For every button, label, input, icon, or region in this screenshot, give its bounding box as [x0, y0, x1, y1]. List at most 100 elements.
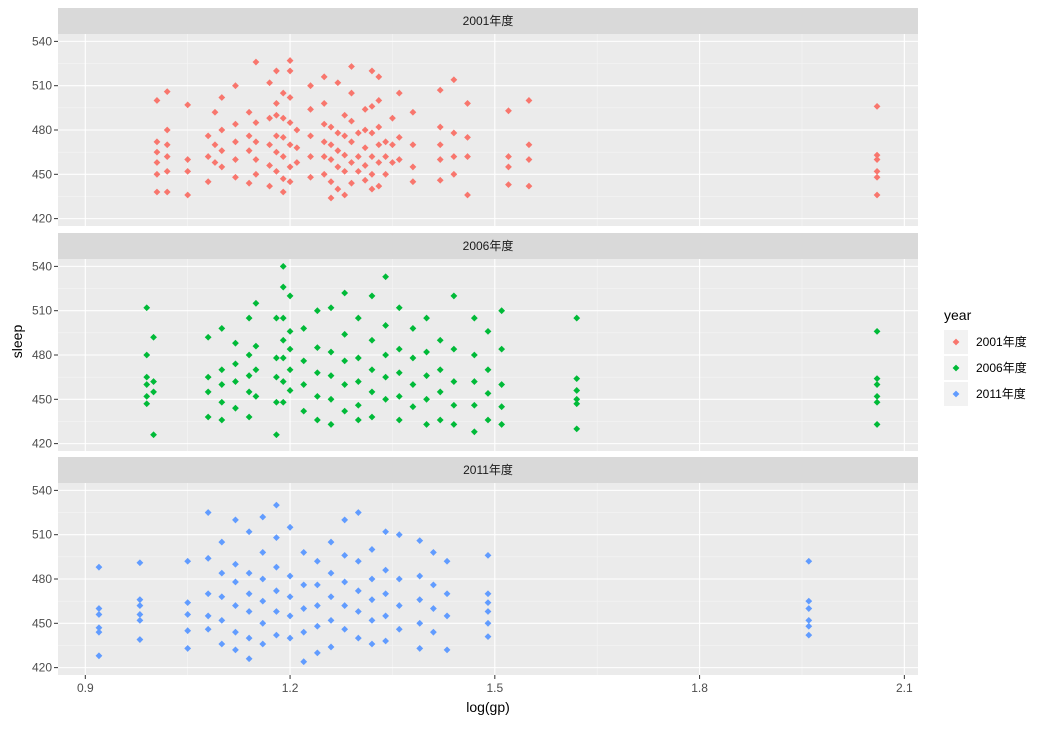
data-point — [429, 581, 437, 589]
data-point — [327, 616, 335, 624]
data-point — [395, 369, 403, 377]
data-point — [450, 76, 458, 84]
data-point — [382, 273, 390, 281]
x-tick-label: 0.9 — [77, 681, 94, 695]
data-point — [409, 163, 417, 171]
data-point — [184, 156, 192, 163]
data-point — [873, 102, 881, 110]
data-point — [341, 111, 349, 119]
data-point — [505, 181, 512, 189]
data-point — [368, 640, 376, 648]
data-point — [218, 569, 226, 577]
data-point — [313, 307, 321, 315]
data-point — [245, 372, 253, 380]
data-point — [375, 159, 383, 166]
data-point — [348, 159, 355, 166]
data-point — [341, 551, 349, 559]
data-point — [232, 602, 239, 609]
data-point — [334, 129, 342, 137]
data-point — [95, 652, 103, 660]
data-point — [573, 395, 581, 403]
data-point — [354, 354, 362, 362]
data-point — [334, 163, 342, 171]
data-point — [368, 185, 376, 193]
data-point — [464, 153, 471, 160]
data-point — [354, 129, 362, 137]
data-point — [368, 616, 376, 624]
data-point — [368, 102, 376, 110]
data-point — [232, 360, 239, 368]
data-point — [464, 133, 471, 141]
data-point — [153, 188, 161, 196]
data-point — [873, 392, 881, 400]
data-point — [286, 634, 294, 642]
data-point — [525, 97, 533, 104]
data-point — [525, 182, 533, 190]
y-tick-label: 540 — [32, 259, 52, 273]
data-point — [252, 392, 260, 400]
data-point — [279, 378, 287, 385]
data-point — [327, 194, 335, 202]
data-point — [184, 599, 192, 607]
data-point — [354, 416, 362, 424]
data-point — [273, 148, 280, 156]
data-point — [416, 596, 424, 604]
legend-label: 2001年度 — [976, 334, 1027, 349]
data-point — [266, 79, 273, 87]
data-point — [232, 82, 239, 90]
data-point — [375, 73, 383, 81]
data-point — [873, 167, 881, 175]
data-point — [327, 156, 335, 163]
data-point — [382, 153, 390, 160]
data-point — [143, 351, 151, 359]
data-point — [498, 421, 506, 428]
data-point — [313, 369, 321, 377]
data-point — [300, 325, 308, 332]
data-point — [382, 351, 390, 359]
data-point — [573, 400, 581, 408]
y-tick-label: 450 — [32, 392, 52, 406]
legend-key-marker — [952, 390, 960, 398]
y-tick-label: 450 — [32, 167, 52, 181]
data-point — [395, 133, 403, 141]
data-point — [327, 643, 335, 651]
data-point — [204, 413, 212, 421]
data-point — [429, 605, 437, 612]
data-point — [252, 342, 260, 350]
data-point — [143, 304, 151, 312]
data-point — [873, 327, 881, 335]
data-point — [252, 299, 260, 307]
data-point — [348, 63, 355, 70]
data-point — [484, 619, 492, 627]
data-point — [218, 147, 226, 155]
data-point — [273, 373, 280, 381]
data-point — [389, 159, 396, 166]
data-point — [266, 141, 273, 149]
data-point — [245, 413, 253, 421]
data-point — [368, 388, 376, 396]
data-point — [273, 167, 280, 175]
data-point — [286, 94, 294, 101]
data-point — [95, 611, 103, 618]
data-point — [450, 421, 458, 428]
data-point — [184, 191, 192, 199]
data-point — [320, 120, 328, 128]
legend-label: 2006年度 — [976, 360, 1027, 375]
data-point — [368, 596, 376, 604]
data-point — [279, 398, 287, 406]
data-point — [484, 608, 492, 615]
data-point — [348, 179, 355, 187]
data-point — [423, 348, 430, 356]
data-point — [423, 421, 430, 428]
data-point — [184, 645, 192, 652]
data-point — [307, 173, 314, 181]
data-point — [232, 173, 239, 181]
data-point — [150, 378, 157, 385]
data-point — [259, 597, 267, 605]
data-point — [266, 114, 273, 122]
data-point — [484, 416, 492, 424]
data-point — [505, 107, 512, 115]
y-tick-label: 480 — [32, 123, 52, 137]
facet-strip-label: 2001年度 — [463, 13, 514, 28]
